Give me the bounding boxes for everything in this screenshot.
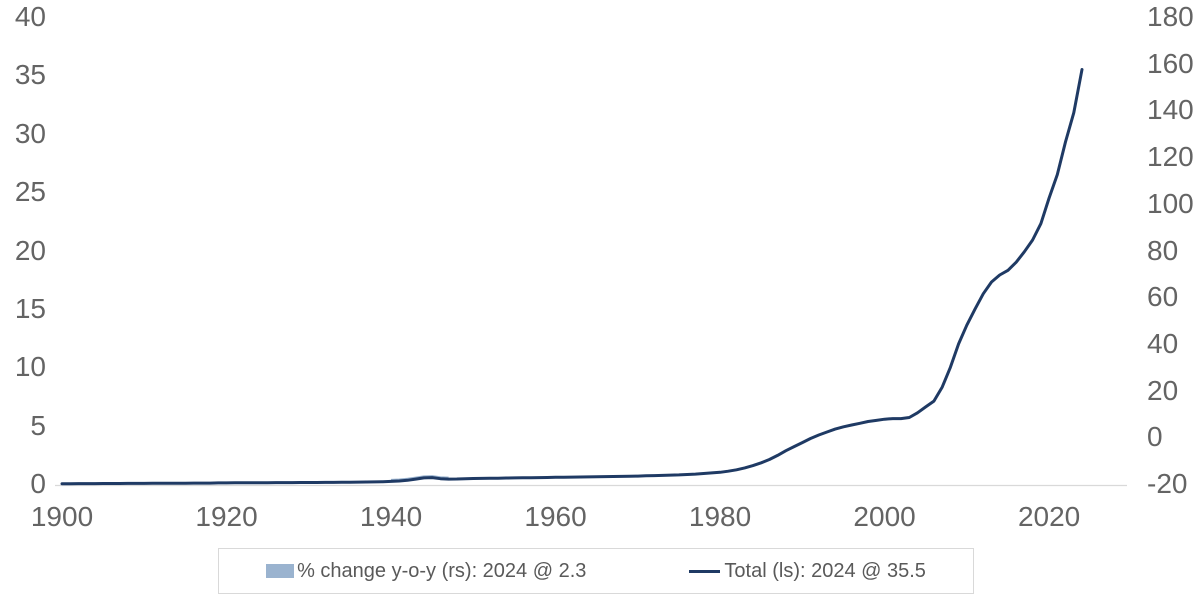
y-axis-right-tick: -20: [1147, 468, 1188, 499]
total-line-series: [60, 68, 1084, 486]
y-axis-right-tick: 80: [1147, 234, 1179, 266]
legend-label-total: Total (ls): 2024 @ 35.5: [724, 559, 926, 582]
y-axis-right-tick: 160: [1147, 47, 1194, 79]
y-axis-left-tick: 35: [14, 59, 46, 91]
y-axis-left-tick: 10: [14, 351, 46, 383]
y-axis-right-tick: 40: [1147, 327, 1179, 359]
legend-label-pct-change: % change y-o-y (rs): 2024 @ 2.3: [297, 559, 587, 582]
y-axis-left-tick: 40: [14, 1, 46, 32]
x-axis-tick: 2000: [853, 501, 916, 532]
y-axis-right-tick: 60: [1147, 281, 1179, 313]
y-axis-left-tick: 15: [14, 292, 46, 324]
y-axis-right-tick: 120: [1147, 141, 1194, 173]
x-axis-tick: 1900: [30, 501, 94, 532]
x-axis-tick: 1940: [359, 501, 423, 532]
y-axis-right-tick: 140: [1147, 94, 1194, 126]
y-axis-right-tick: 20: [1147, 374, 1179, 406]
x-axis-tick: 1980: [688, 501, 752, 532]
y-axis-right-tick: 0: [1147, 421, 1163, 453]
legend-item-pct-change: % change y-o-y (rs): 2024 @ 2.3: [266, 560, 586, 583]
y-axis-left-tick: 30: [14, 117, 46, 149]
x-axis-tick: 1920: [195, 501, 258, 532]
y-axis-left-tick: 25: [14, 176, 46, 208]
legend: % change y-o-y (rs): 2024 @ 2.3 Total (l…: [218, 548, 974, 594]
legend-item-total: Total (ls): 2024 @ 35.5: [689, 560, 926, 583]
x-axis-tick: 1960: [524, 501, 587, 532]
y-axis-left-tick: 5: [30, 409, 46, 441]
y-axis-left-tick: 20: [14, 234, 46, 266]
pct-change-bar-swatch-icon: [266, 564, 295, 578]
y-axis-right-tick: 100: [1147, 187, 1194, 219]
total-line-swatch-icon: [689, 569, 721, 573]
y-axis-left-tick: 0: [30, 468, 46, 499]
y-axis-right-tick: 180: [1147, 1, 1194, 32]
x-axis-tick: 2020: [1017, 501, 1081, 532]
